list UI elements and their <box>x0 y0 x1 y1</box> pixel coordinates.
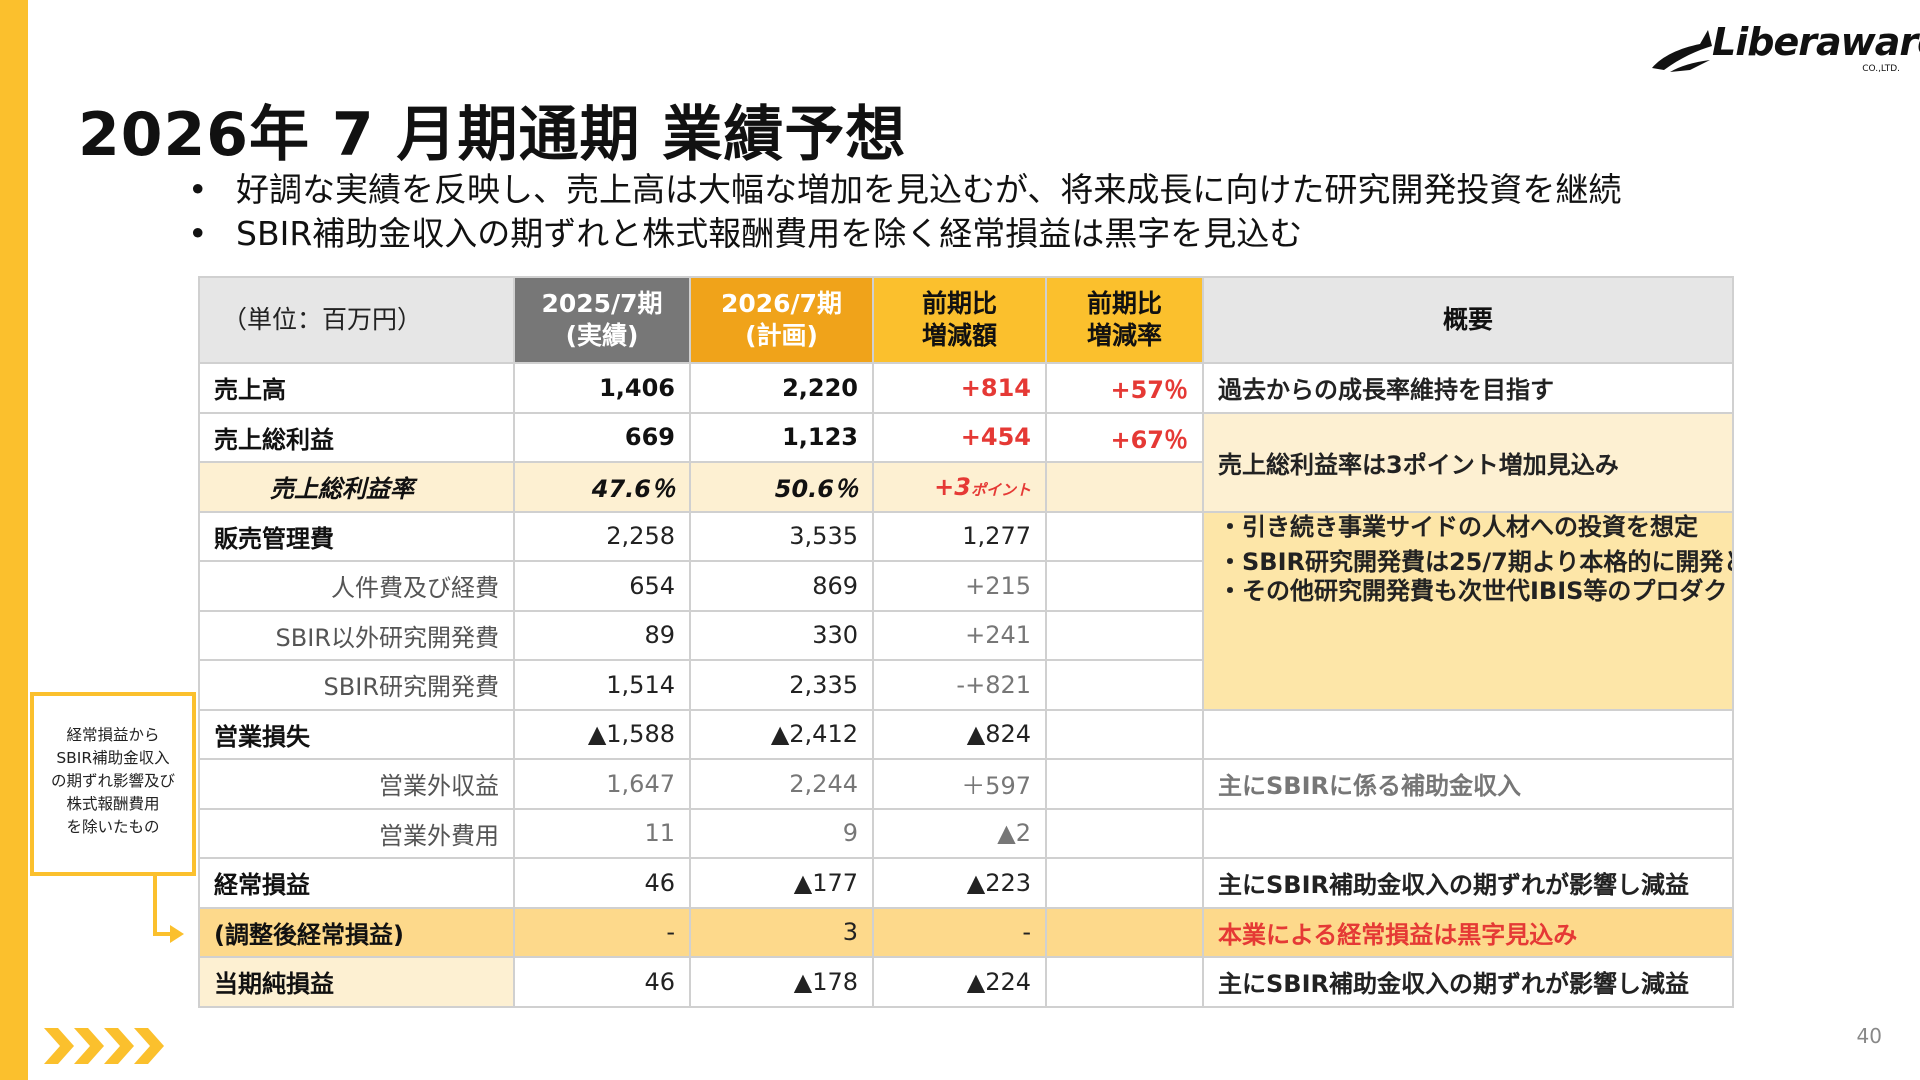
sga-notes: ・引き続き事業サイドの人材への投資を想定 ・SBIR研究開発費は25/7期より本… <box>1202 510 1734 711</box>
page-title: 2026年 7 月期通期 業績予想 <box>78 100 907 170</box>
forecast-table: （単位：百万円） 2025/7期 (実績) 2026/7期 (計画) 前期比 増減額 … <box>198 276 1734 1008</box>
diff-amount-header: 前期比 増減額 <box>872 276 1047 364</box>
table-row: SBIR以外研究開発費 89 330 +241 <box>198 609 1733 661</box>
page-number: 40 <box>1856 1024 1882 1048</box>
bullet-item: • 好調な実績を反映し、売上高は大幅な増加を見込むが、将来成長に向けた研究開発投資… <box>188 168 1621 212</box>
note-header: 概要 <box>1202 276 1734 364</box>
table-row: (調整後経常損益) - 3 - 本業による経常損益は黒字見込み <box>198 906 1734 958</box>
arrow-right-icon <box>170 925 184 943</box>
table-row: 経常損益 46 ▲177 ▲223 主にSBIR補助金収入の期ずれが影響し減益 <box>198 857 1734 909</box>
logo-text: Liberaware <box>1712 20 1920 64</box>
logo-subtext: CO.,LTD. <box>1862 64 1900 74</box>
actual-header: 2025/7期 (実績) <box>513 276 691 364</box>
table-row: SBIR研究開発費 1,514 2,335 -+821 <box>198 659 1733 711</box>
bullet-dot: • <box>188 214 208 253</box>
gross-margin-note: 売上総利益率は3ポイント増加見込み <box>1202 411 1734 513</box>
table-row: 営業損失 ▲1,588 ▲2,412 ▲824 <box>198 708 1734 760</box>
callout-connector <box>153 932 173 936</box>
summary-bullets: • 好調な実績を反映し、売上高は大幅な増加を見込むが、将来成長に向けた研究開発投資… <box>188 168 1621 256</box>
company-logo: Liberaware CO.,LTD. <box>1650 18 1920 78</box>
table-row: 売上総利益 669 1,123 +454 +67％ 売上総利益率は3ポイント増加… <box>198 411 1734 513</box>
table-header-row: （単位：百万円） 2025/7期 (実績) 2026/7期 (計画) 前期比 増減額 … <box>198 276 1734 364</box>
callout-connector <box>153 876 157 936</box>
logo-bird-icon <box>1652 30 1712 72</box>
bullet-dot: • <box>188 170 208 209</box>
left-accent-bar <box>0 0 28 1080</box>
table-row: 営業外収益 1,647 2,244 ＋597 主にSBIRに係る補助金収入 <box>198 758 1734 810</box>
table-row: 販売管理費 2,258 3,535 1,277 ・引き続き事業サイドの人材への投… <box>198 510 1734 711</box>
table-row: 売上高 1,406 2,220 +814 +57％ 過去からの成長率維持を目指す <box>198 362 1734 414</box>
plan-header: 2026/7期 (計画) <box>689 276 874 364</box>
table-row: 人件費及び経費 654 869 +215 <box>198 560 1733 612</box>
bullet-item: • SBIR補助金収入の期ずれと株式報酬費用を除く経常損益は黒字を見込む <box>188 212 1621 256</box>
table-row: 当期純損益 46 ▲178 ▲224 主にSBIR補助金収入の期ずれが影響し減益 <box>198 956 1734 1008</box>
unit-header: （単位：百万円） <box>198 276 515 364</box>
adjusted-ordinary-callout: 経常損益から SBIR補助金収入 の期ずれ影響及び 株式報酬費用 を除いたもの <box>30 692 196 876</box>
chevrons-icon <box>44 1028 164 1064</box>
table-row: 営業外費用 11 9 ▲2 <box>198 807 1734 859</box>
diff-rate-header: 前期比 増減率 <box>1045 276 1204 364</box>
